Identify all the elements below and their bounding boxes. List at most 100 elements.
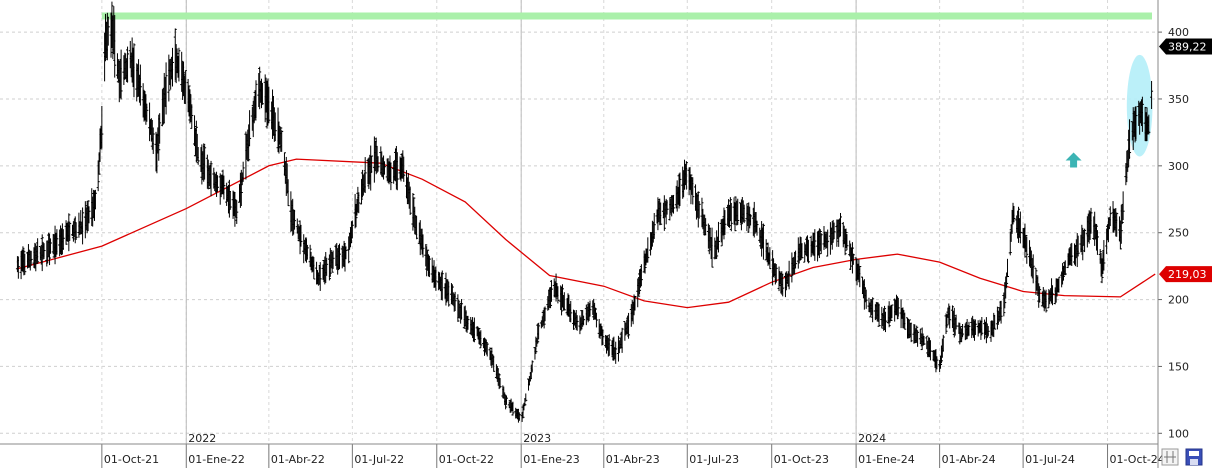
price-bar: [21, 246, 25, 273]
price-bar: [239, 169, 243, 207]
price-bar: [855, 258, 859, 286]
price-bar: [1089, 207, 1093, 234]
price-bar: [764, 239, 768, 261]
price-bar: [710, 227, 714, 268]
y-tick-label: 350: [1168, 93, 1189, 106]
price-bar: [1118, 220, 1122, 250]
price-bar: [235, 200, 239, 224]
last-price-tag-label: 389,22: [1168, 41, 1207, 54]
price-bar: [447, 281, 451, 307]
price-bar: [64, 220, 68, 245]
price-bar: [194, 120, 198, 163]
price-bar: [1017, 206, 1021, 243]
price-bar: [844, 228, 848, 249]
x-tick-label: 01-Oct-24: [1110, 453, 1165, 466]
price-bar: [42, 243, 46, 258]
price-bar: [832, 222, 836, 239]
moving-average-line: [17, 158, 1156, 309]
price-bar: [887, 301, 891, 328]
price-tags: 389,22 219,03: [1159, 38, 1212, 283]
price-bar: [1150, 80, 1154, 110]
price-bar: [761, 223, 765, 260]
price-bar: [453, 291, 457, 312]
price-bar: [479, 330, 483, 349]
price-bar: [569, 300, 573, 323]
price-bar: [939, 345, 943, 364]
x-tick-label: 01-Jul-22: [354, 453, 404, 466]
price-bar: [253, 90, 257, 121]
price-bar: [560, 284, 564, 308]
price-bar: [279, 126, 283, 152]
price-bar: [173, 28, 177, 81]
price-bar: [215, 175, 219, 192]
y-tick-label: 400: [1168, 26, 1189, 39]
price-bar: [627, 312, 631, 339]
price-bar: [983, 319, 987, 340]
price-bar: [484, 339, 488, 354]
price-bar: [818, 229, 822, 252]
price-bar: [312, 256, 316, 280]
price-bar: [277, 121, 281, 154]
price-bar: [271, 95, 275, 136]
price-bar: [171, 47, 175, 87]
x-tick-label: 01-Ene-22: [188, 453, 245, 466]
price-bar: [104, 13, 108, 62]
price-bar: [1140, 96, 1144, 132]
price-bar: [643, 253, 647, 274]
price-bar: [1006, 258, 1010, 278]
price-bar: [843, 228, 847, 256]
price-bar: [280, 130, 284, 152]
price-bar: [928, 340, 932, 361]
price-bar: [16, 256, 20, 279]
price-bar: [344, 246, 348, 260]
price-bar: [485, 343, 489, 357]
price-bar: [440, 270, 444, 301]
price-bar: [1120, 203, 1124, 225]
price-bar: [472, 317, 476, 343]
price-bar: [787, 260, 791, 290]
price-bar: [715, 230, 719, 260]
price-bar: [527, 376, 531, 386]
x-tick-label: 01-Abr-23: [606, 453, 660, 466]
price-bar: [594, 312, 598, 328]
price-bar: [907, 319, 911, 339]
price-bar: [495, 365, 499, 382]
price-bar: [736, 198, 740, 225]
price-bar: [916, 330, 920, 347]
price-bar: [492, 355, 496, 372]
price-bar: [68, 221, 72, 241]
price-bar: [950, 305, 954, 329]
price-bar: [331, 250, 335, 269]
price-bar: [826, 229, 830, 257]
save-icon-shutter: [1190, 459, 1198, 465]
price-bar: [1098, 249, 1102, 264]
price-bar: [202, 143, 206, 182]
price-bar: [460, 299, 464, 320]
price-bar: [534, 336, 538, 354]
price-bar: [1008, 231, 1012, 256]
price-bar: [774, 264, 778, 283]
price-bar: [126, 46, 130, 83]
price-bar: [1005, 272, 1009, 288]
price-bar: [1044, 289, 1048, 313]
price-bar: [973, 319, 977, 335]
price-bar: [799, 237, 803, 261]
price-bar: [918, 328, 922, 344]
price-bar: [99, 125, 103, 150]
price-bar: [689, 174, 693, 205]
price-bar: [864, 289, 868, 309]
price-bar: [967, 321, 971, 336]
price-bar: [1003, 282, 1007, 309]
price-bar: [696, 191, 700, 228]
price-bar: [903, 312, 907, 330]
price-bar: [1111, 201, 1115, 233]
price-bar: [328, 247, 332, 277]
price-bar: [543, 306, 547, 322]
price-bar: [630, 299, 634, 322]
price-bar: [158, 113, 162, 144]
price-bar: [299, 225, 303, 247]
price-bar: [1024, 234, 1028, 253]
price-bar: [1031, 254, 1035, 284]
price-bar: [376, 156, 380, 172]
